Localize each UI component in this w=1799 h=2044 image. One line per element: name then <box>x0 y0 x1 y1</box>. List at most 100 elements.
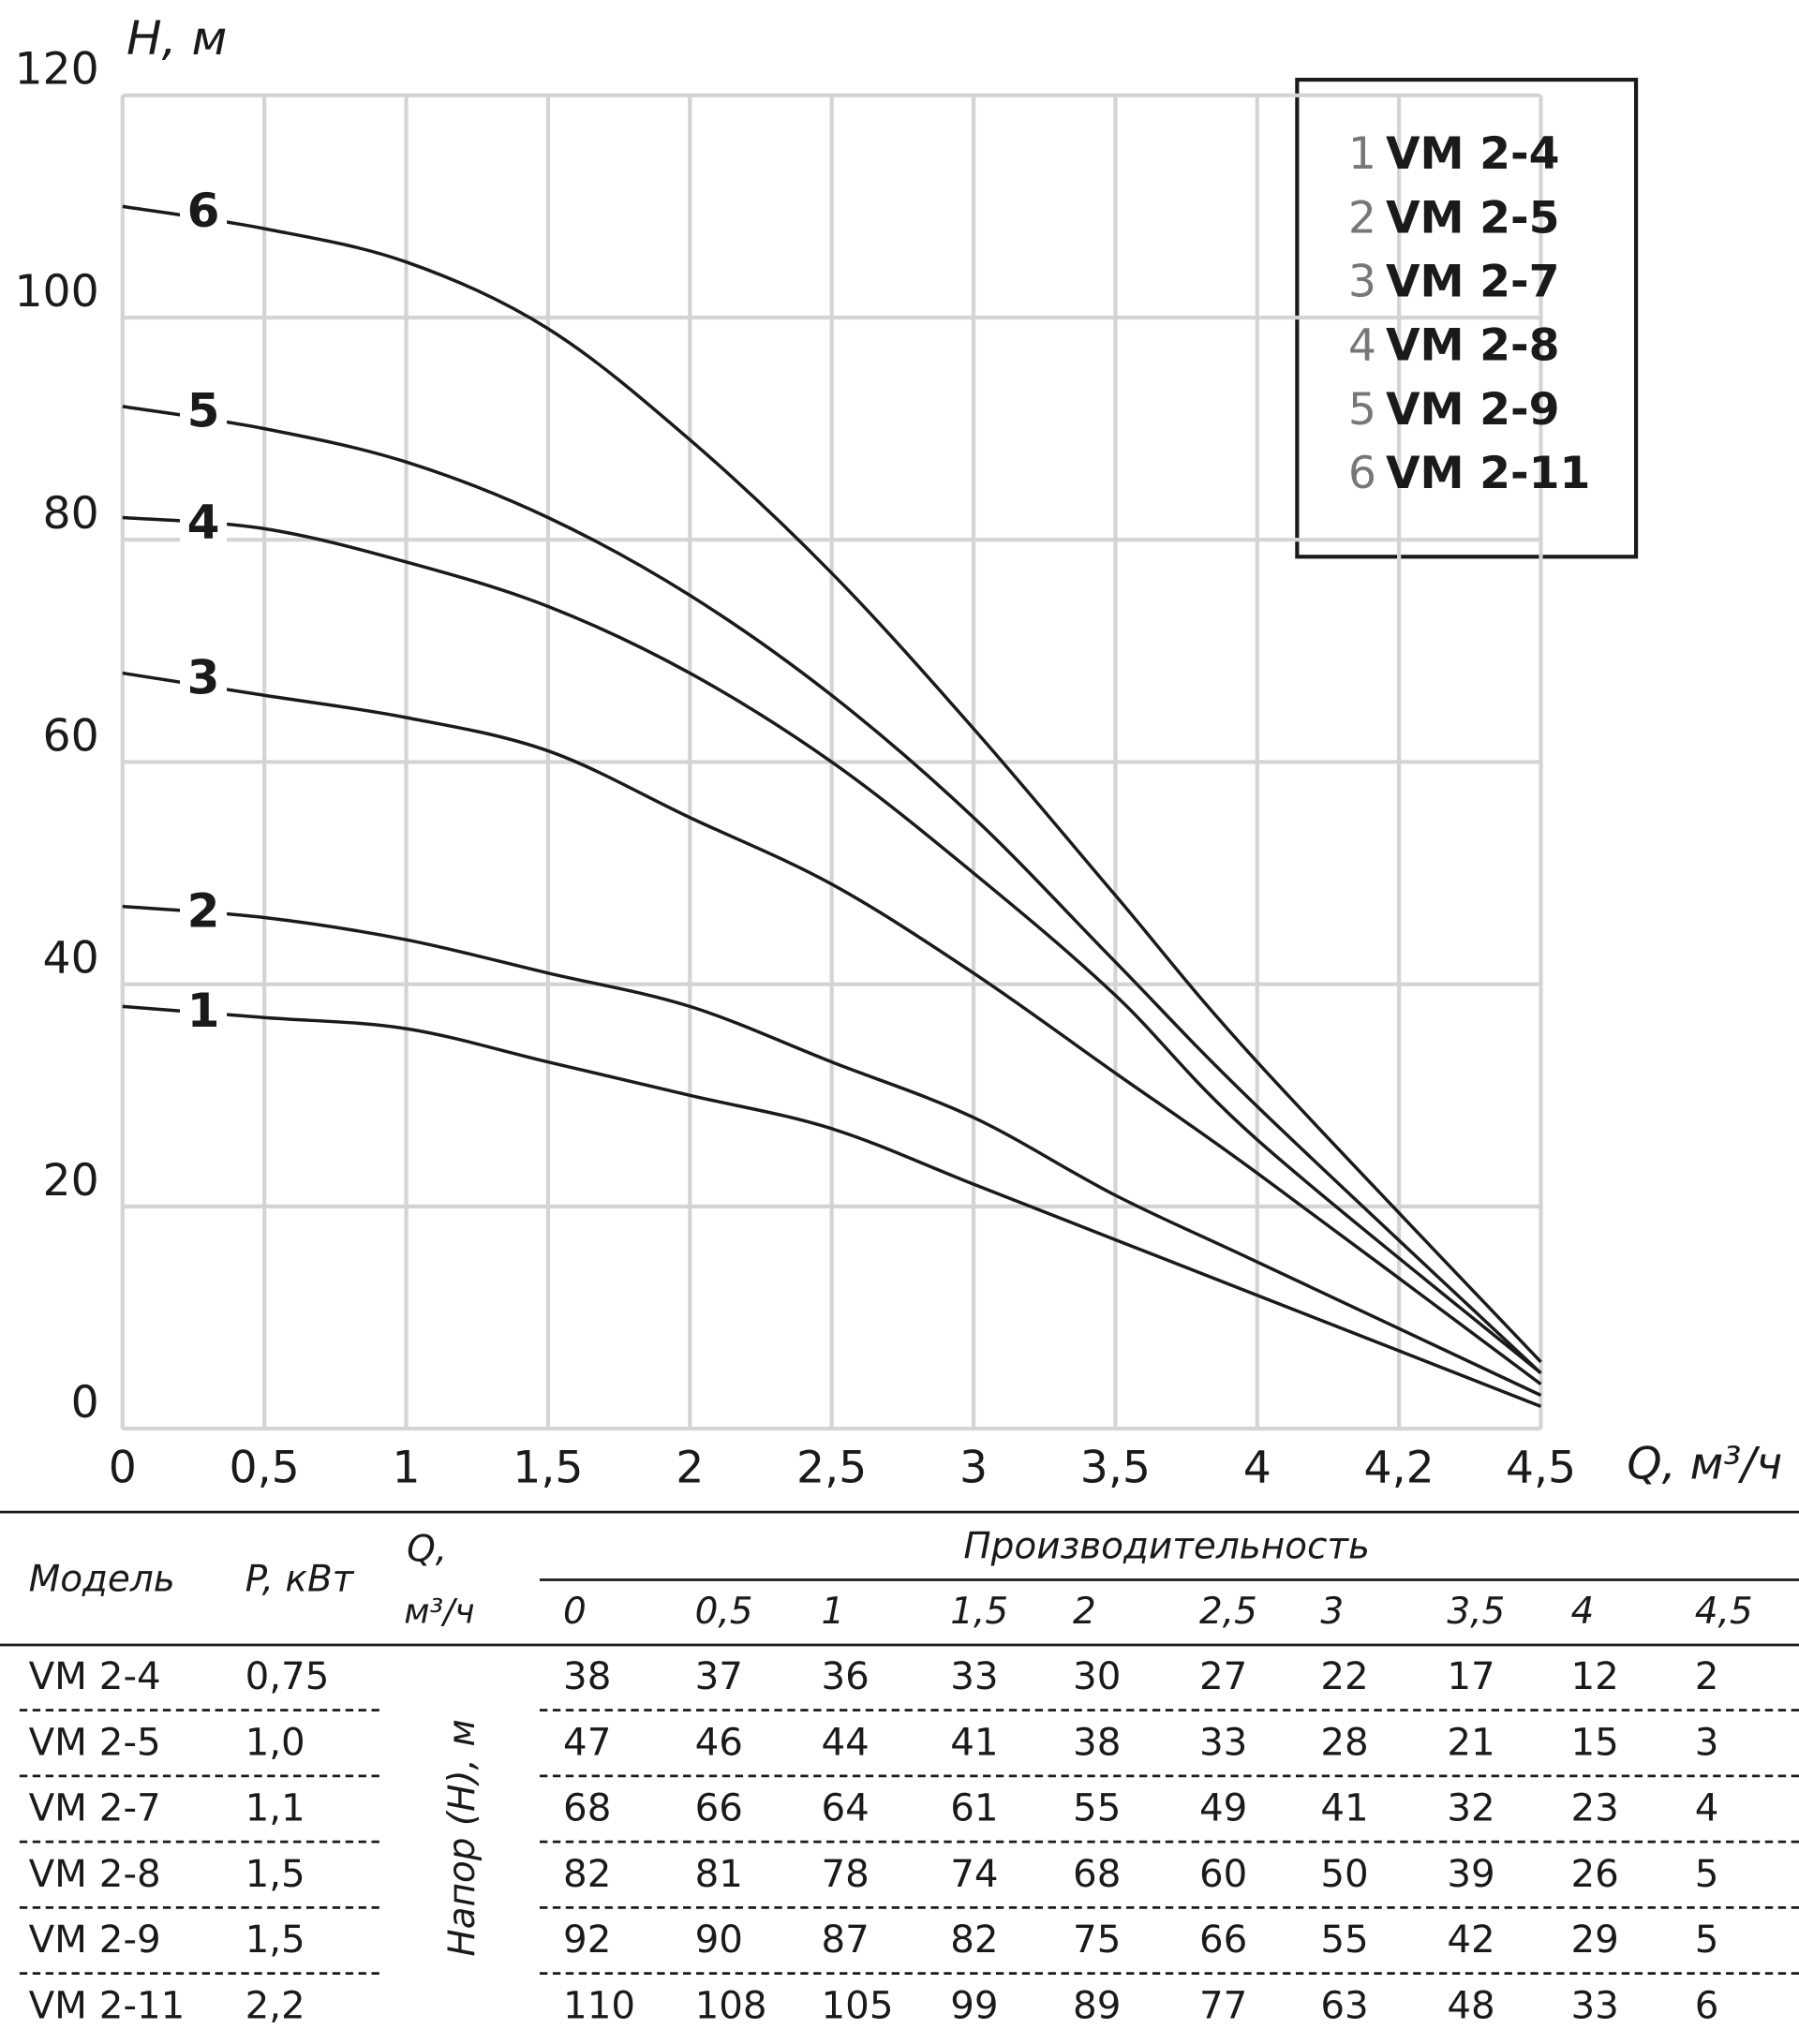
table-cell: 32 <box>1447 1786 1494 1830</box>
table-power: 2,2 <box>245 1984 305 2028</box>
curve-label-bg <box>180 655 228 707</box>
table-cell: 42 <box>1447 1918 1494 1962</box>
table-cell: 44 <box>822 1720 870 1764</box>
y-tick-label: 120 <box>14 44 98 96</box>
table-model: VM 2-8 <box>29 1852 161 1896</box>
table-cell: 17 <box>1447 1654 1494 1698</box>
table-cell: 48 <box>1447 1984 1494 2028</box>
table-cell: 105 <box>822 1984 894 2028</box>
table-cell: 22 <box>1320 1654 1368 1698</box>
legend-number: 4 <box>1348 320 1376 372</box>
table-q-label: 1,5 <box>950 1591 1008 1633</box>
curve-label: 1 <box>187 984 220 1038</box>
legend-label: VM 2-9 <box>1386 384 1560 436</box>
curve <box>122 515 1542 1375</box>
table-cell: 110 <box>563 1984 635 2028</box>
table-cell: 29 <box>1571 1918 1619 1962</box>
table-cell: 46 <box>695 1720 743 1764</box>
legend-label: VM 2-11 <box>1386 448 1591 499</box>
curve-label: 3 <box>187 650 220 704</box>
y-tick-label: 40 <box>43 933 99 985</box>
table-cell: 6 <box>1695 1984 1719 2028</box>
table-power: 0,75 <box>245 1654 330 1698</box>
table-cell: 3 <box>1695 1720 1719 1764</box>
table-cell: 90 <box>695 1918 743 1962</box>
curve <box>122 1004 1542 1408</box>
legend-number: 6 <box>1348 448 1376 499</box>
table-cell: 26 <box>1571 1852 1619 1896</box>
table-cell: 81 <box>695 1852 743 1896</box>
x-tick-label: 2 <box>676 1443 704 1494</box>
table-cell: 60 <box>1199 1852 1247 1896</box>
table-cell: 41 <box>1320 1786 1368 1830</box>
table-header: P, кВт <box>245 1558 355 1600</box>
table-group-header: Производительность <box>963 1526 1370 1568</box>
curve-label-bg <box>180 888 228 941</box>
legend-number: 5 <box>1348 384 1376 436</box>
y-tick-label: 100 <box>14 266 98 318</box>
table-cell: 50 <box>1320 1852 1368 1896</box>
legend-number: 3 <box>1348 257 1376 308</box>
table-cell: 108 <box>695 1984 767 2028</box>
curve-label-bg <box>180 987 228 1041</box>
table-power: 1,0 <box>245 1720 305 1764</box>
table-cell: 77 <box>1199 1984 1247 2028</box>
table-cell: 33 <box>1199 1720 1247 1764</box>
table-cell: 38 <box>563 1654 611 1698</box>
table-cell: 28 <box>1320 1720 1368 1764</box>
table-cell: 75 <box>1073 1918 1121 1962</box>
x-tick-label: 3,5 <box>1080 1443 1151 1494</box>
curve <box>122 204 1542 1364</box>
table-cell: 33 <box>950 1654 998 1698</box>
y-tick-label: 20 <box>43 1155 99 1207</box>
table-cell: 5 <box>1695 1918 1719 1962</box>
curve-label: 5 <box>187 384 220 438</box>
table-header: Q, <box>407 1528 447 1570</box>
x-tick-label: 0 <box>109 1443 137 1494</box>
table-cell: 99 <box>950 1984 998 2028</box>
table-cell: 61 <box>950 1786 998 1830</box>
table-cell: 4 <box>1695 1786 1719 1830</box>
x-tick-label: 4,5 <box>1506 1443 1576 1494</box>
y-axis-title: H, м <box>126 11 227 66</box>
table-cell: 21 <box>1447 1720 1494 1764</box>
table-q-label: 3,5 <box>1447 1591 1505 1633</box>
table-cell: 68 <box>1073 1852 1121 1896</box>
table-cell: 33 <box>1571 1984 1619 2028</box>
table-q-label: 2 <box>1073 1591 1096 1633</box>
curve-label-bg <box>180 187 228 241</box>
table-cell: 47 <box>563 1720 611 1764</box>
table-cell: 12 <box>1571 1654 1619 1698</box>
table-header: м³/ч <box>404 1592 474 1632</box>
table-header: Модель <box>29 1558 175 1600</box>
table-cell: 66 <box>1199 1918 1247 1962</box>
curve-label: 2 <box>187 883 220 938</box>
table-cell: 63 <box>1320 1984 1368 2028</box>
x-tick-label: 1 <box>392 1443 420 1494</box>
table-q-label: 2,5 <box>1199 1591 1257 1633</box>
table-cell: 68 <box>563 1786 611 1830</box>
y-tick-label: 80 <box>43 488 99 540</box>
x-axis-title: Q, м³/ч <box>1627 1438 1782 1489</box>
table-side-header: Напор (Н), м <box>441 1719 483 1956</box>
table-q-label: 0 <box>563 1591 587 1633</box>
table-cell: 92 <box>563 1918 611 1962</box>
table-q-label: 4,5 <box>1695 1591 1753 1633</box>
table-cell: 87 <box>822 1918 870 1962</box>
table-cell: 37 <box>695 1654 743 1698</box>
table-model: VM 2-7 <box>29 1786 161 1830</box>
x-tick-label: 4 <box>1243 1443 1271 1494</box>
table-cell: 55 <box>1073 1786 1121 1830</box>
table-cell: 78 <box>822 1852 870 1896</box>
legend-label: VM 2-5 <box>1386 192 1560 244</box>
table-cell: 82 <box>950 1918 998 1962</box>
table-cell: 89 <box>1073 1984 1121 2028</box>
y-tick-label: 0 <box>71 1377 99 1429</box>
table-cell: 27 <box>1199 1654 1247 1698</box>
curve <box>122 904 1542 1398</box>
x-tick-label: 1,5 <box>513 1443 583 1494</box>
curve-label-bg <box>180 388 228 441</box>
table-cell: 66 <box>695 1786 743 1830</box>
table-q-label: 1 <box>822 1591 845 1633</box>
